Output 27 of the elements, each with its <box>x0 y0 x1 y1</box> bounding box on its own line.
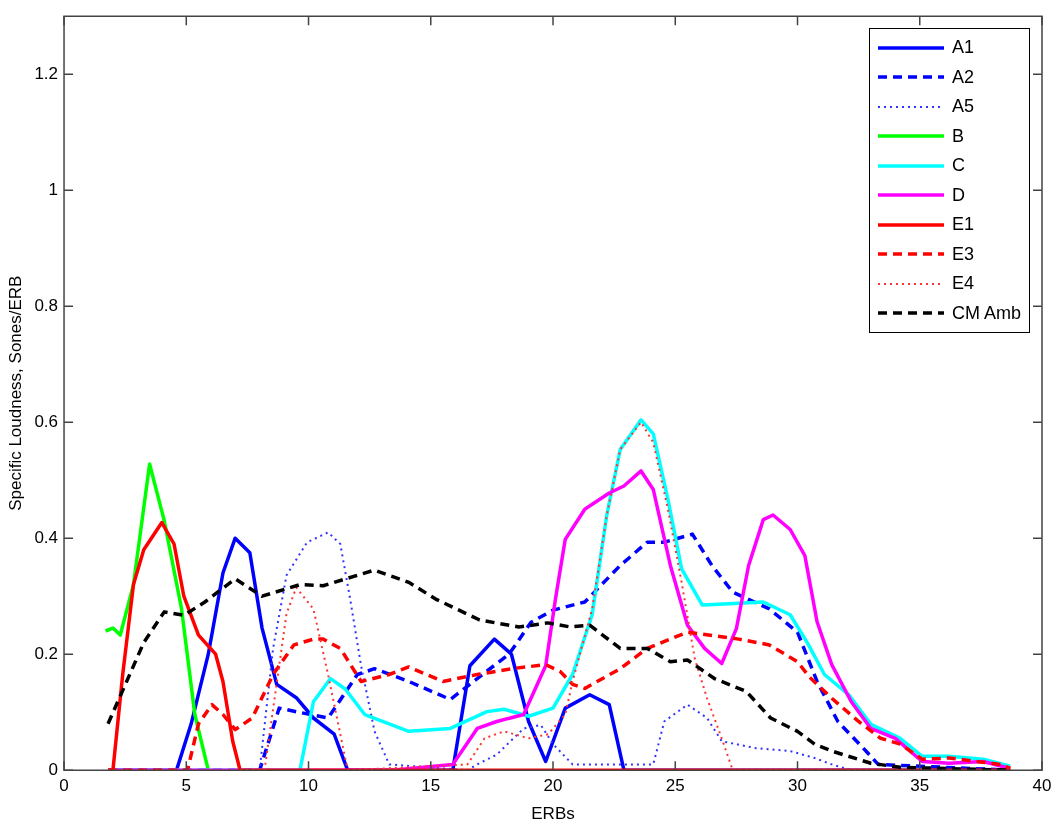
y-axis-title: Specific Loudness, Sones/ERB <box>5 275 25 511</box>
legend-label: A2 <box>951 66 975 88</box>
legend-label: E3 <box>951 243 975 265</box>
x-tick-label: 40 <box>1032 776 1052 796</box>
x-tick-label: 25 <box>665 776 685 796</box>
x-tick-label: 35 <box>910 776 930 796</box>
y-tick-label: 0.2 <box>34 643 59 663</box>
y-tick-label: 1.2 <box>34 63 59 83</box>
legend-label: E4 <box>951 273 975 295</box>
legend-label: E1 <box>951 214 975 236</box>
x-tick-label: 20 <box>543 776 563 796</box>
y-tick-label: 1 <box>48 179 59 199</box>
x-tick-label: 15 <box>421 776 441 796</box>
x-axis-title: ERBs <box>531 804 575 824</box>
legend-label: B <box>951 125 964 147</box>
legend-label: D <box>951 184 965 206</box>
x-tick-label: 30 <box>788 776 807 796</box>
legend-label: CM Amb <box>951 302 1021 324</box>
legend-label: A1 <box>951 37 975 59</box>
y-tick-label: 0.4 <box>34 527 59 547</box>
y-tick-label: 0.6 <box>34 411 59 431</box>
y-tick-label: 0.8 <box>34 295 59 315</box>
legend-label: C <box>951 155 965 177</box>
x-tick-label: 5 <box>181 776 192 796</box>
x-tick-label: 10 <box>299 776 318 796</box>
legend-label: A5 <box>951 96 975 118</box>
y-tick-label: 0 <box>48 759 59 779</box>
